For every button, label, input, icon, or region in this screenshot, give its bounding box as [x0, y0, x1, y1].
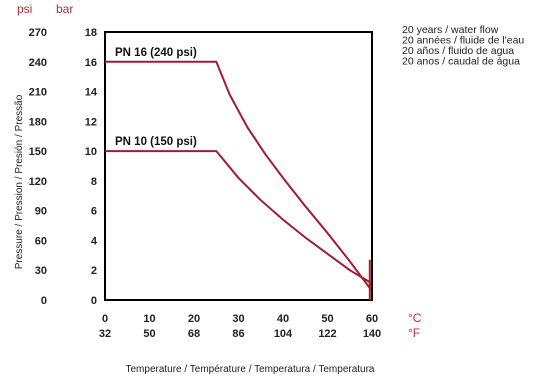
x-tick-fahrenheit: 32: [99, 328, 111, 340]
y-tick-bar: 2: [91, 265, 97, 277]
x-tick-celsius: 40: [277, 313, 289, 325]
y-axis-title: Pressure / Pression / Presión / Pressão: [14, 94, 25, 269]
unit-fahrenheit: °F: [408, 326, 420, 340]
y-tick-bar: 6: [91, 206, 97, 218]
x-axis-title: Temperature / Température / Temperatura …: [125, 364, 374, 375]
series-label-pn10: PN 10 (150 psi): [115, 136, 197, 148]
series-label-pn16: PN 16 (240 psi): [115, 47, 197, 59]
note-line: 20 anos / caudal de água: [402, 56, 520, 68]
y-tick-psi: 90: [35, 206, 47, 218]
y-tick-psi: 150: [29, 146, 47, 158]
series-labels: PN 16 (240 psi) PN 10 (150 psi): [115, 47, 197, 148]
x-axis-ticks: 0 32 10 50 20 68 30 86 40 104 50 122 60 140: [99, 313, 381, 340]
note-line: 20 années / fluide de l'eau: [402, 35, 524, 47]
y-tick-bar: 0: [91, 295, 97, 307]
y-tick-bar: 18: [85, 27, 97, 39]
series-line-pn10: [105, 150, 371, 300]
y-tick-psi: 0: [41, 295, 47, 307]
y-axis-ticks: 0 0 30 2 60 4 90 6 120 8 150 10 180 12 210 14 240 16 270 18: [29, 27, 98, 307]
series-line-pn16: [105, 60, 371, 292]
unit-psi: psi: [17, 2, 32, 16]
y-tick-psi: 240: [29, 57, 47, 69]
unit-celsius: °C: [408, 311, 422, 325]
note-line: 20 años / fluido de agua: [402, 45, 514, 57]
y-tick-psi: 60: [35, 235, 47, 247]
x-tick-celsius: 0: [102, 313, 108, 325]
y-tick-bar: 12: [85, 116, 97, 128]
y-tick-bar: 4: [91, 235, 98, 247]
unit-bar: bar: [56, 2, 73, 16]
y-tick-psi: 270: [29, 27, 47, 39]
x-tick-celsius: 10: [143, 313, 155, 325]
x-tick-celsius: 20: [188, 313, 200, 325]
x-tick-fahrenheit: 86: [232, 328, 244, 340]
y-tick-bar: 10: [85, 146, 97, 158]
note-line: 20 years / water flow: [402, 24, 499, 36]
x-tick-fahrenheit: 104: [274, 328, 293, 340]
x-tick-celsius: 50: [321, 313, 333, 325]
y-tick-psi: 30: [35, 265, 47, 277]
x-tick-celsius: 30: [232, 313, 244, 325]
y-tick-psi: 120: [29, 176, 47, 188]
y-tick-psi: 180: [29, 116, 47, 128]
y-tick-bar: 8: [91, 176, 97, 188]
x-tick-celsius: 60: [366, 313, 378, 325]
plot-frame: [104, 31, 373, 301]
y-tick-bar: 14: [85, 87, 98, 99]
x-tick-fahrenheit: 68: [188, 328, 200, 340]
y-tick-psi: 210: [29, 87, 47, 99]
x-tick-fahrenheit: 50: [143, 328, 155, 340]
series-curves: [105, 60, 371, 300]
x-tick-fahrenheit: 122: [318, 328, 336, 340]
y-tick-bar: 16: [85, 57, 97, 69]
x-tick-fahrenheit: 140: [363, 328, 381, 340]
